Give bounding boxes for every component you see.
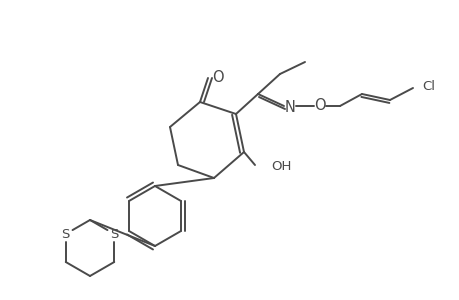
Text: O: O [313, 98, 325, 113]
Text: O: O [212, 70, 224, 85]
Text: N: N [284, 100, 295, 115]
Text: Cl: Cl [421, 80, 434, 94]
Text: S: S [110, 227, 118, 241]
Text: OH: OH [270, 160, 291, 172]
Text: S: S [62, 227, 70, 241]
